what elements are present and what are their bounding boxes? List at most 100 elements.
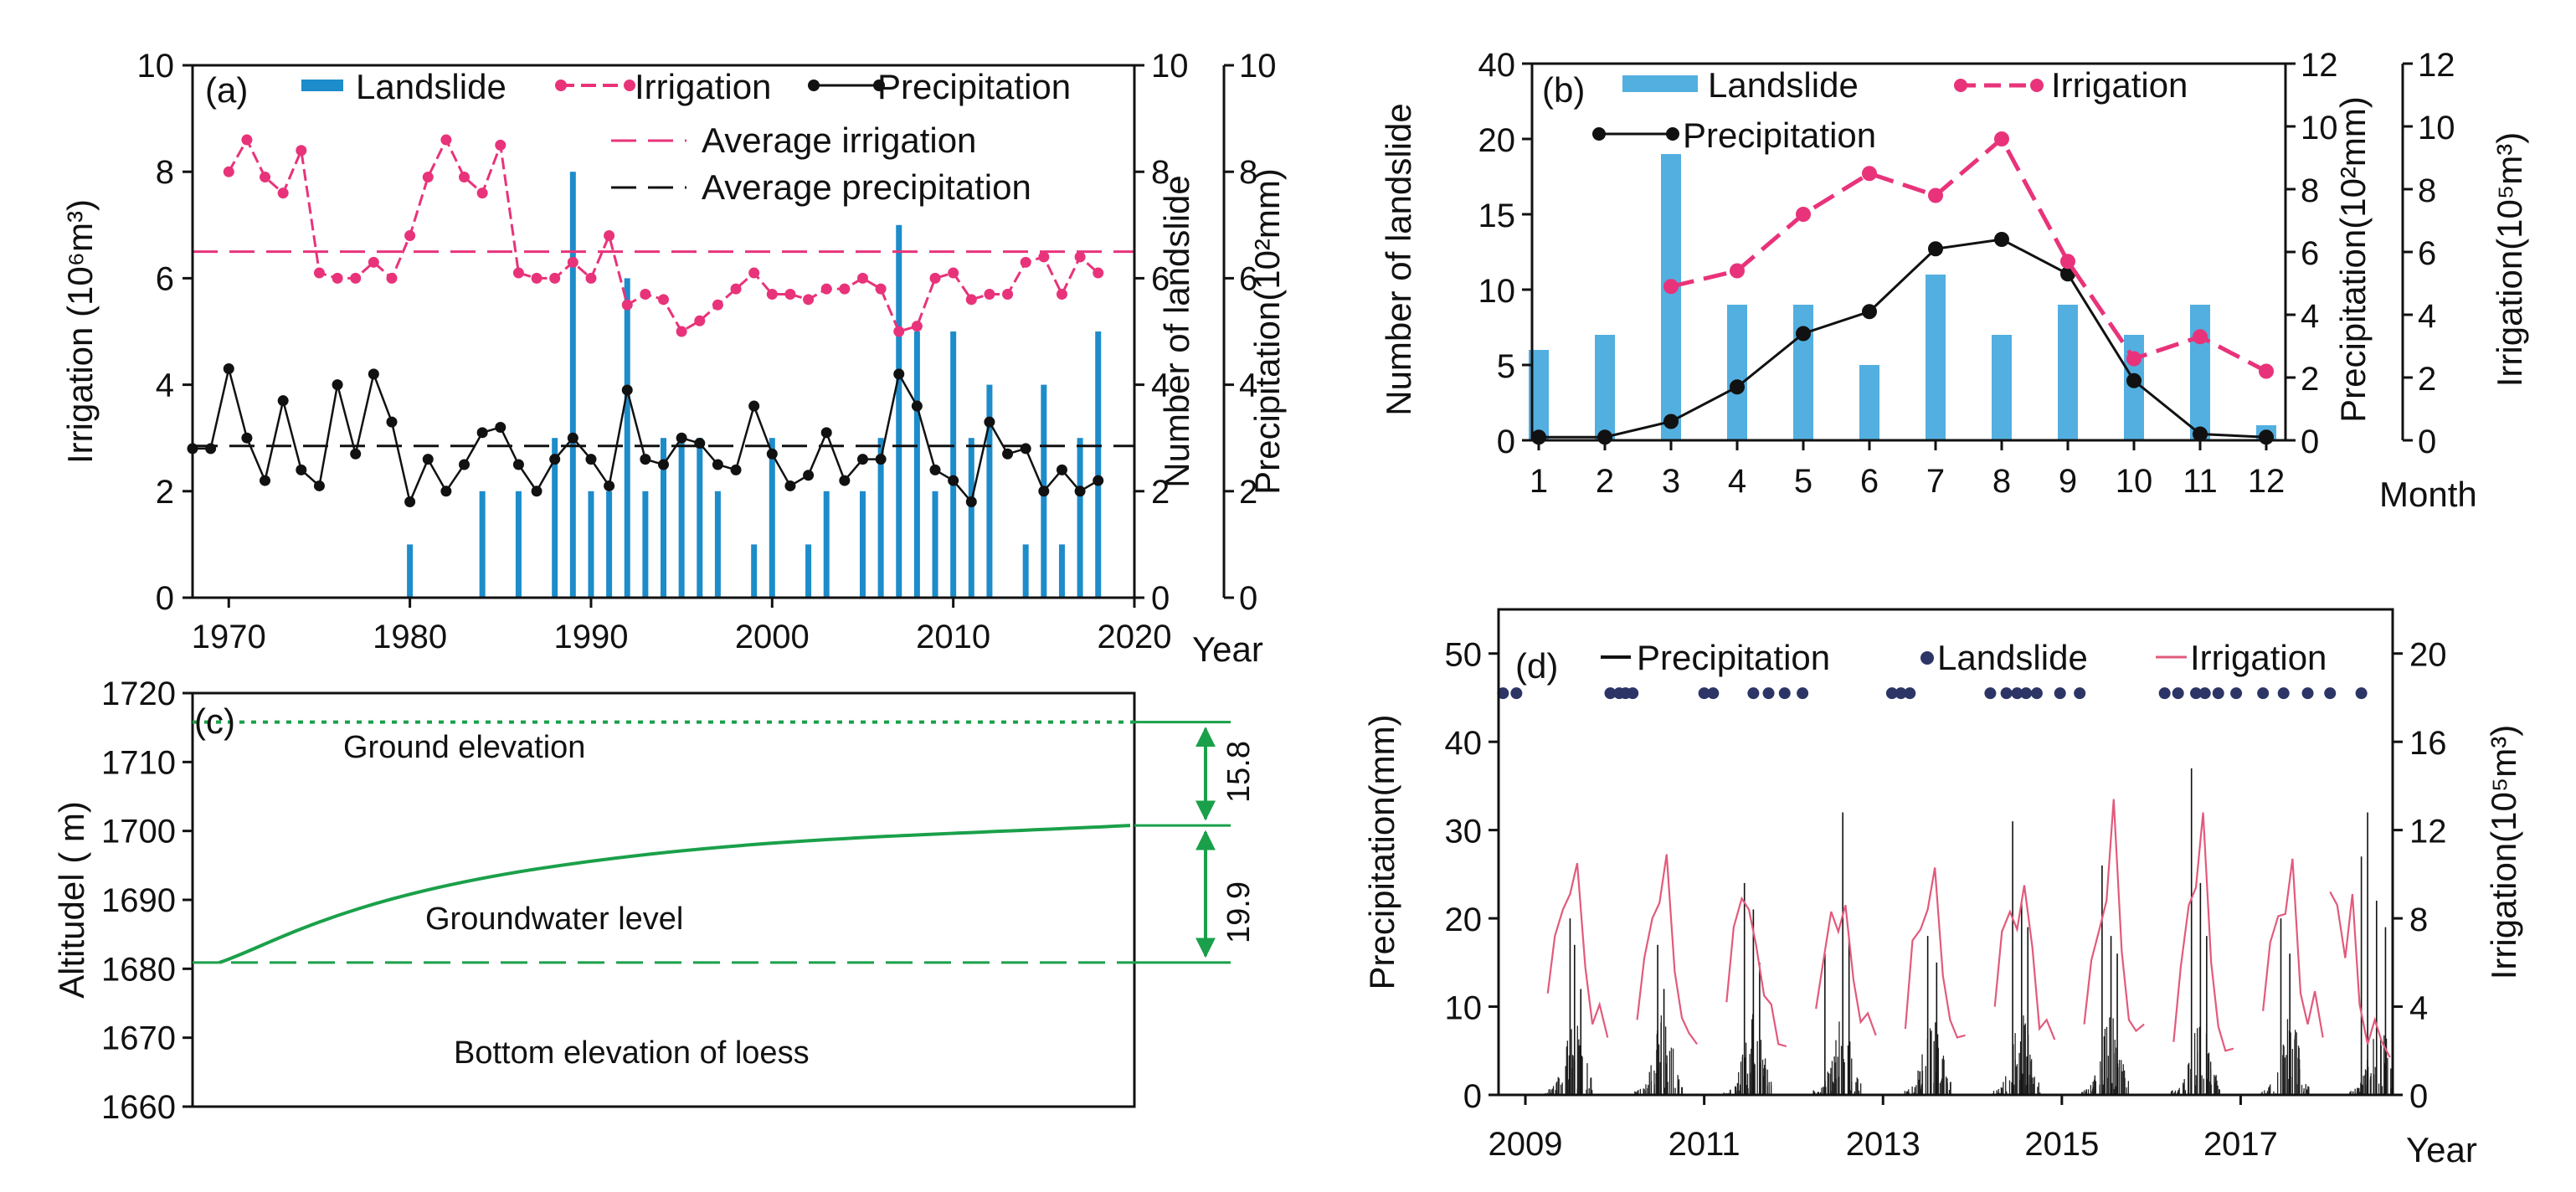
- b-ytick-right2-label-4: 4: [2418, 298, 2436, 335]
- panel-c-ticks: 1660 1670 1680 1690 1700 1710 1720: [101, 676, 193, 1126]
- panel-d-frame: [1497, 608, 2394, 1097]
- legend-b-irrigation-marker-2: [2030, 79, 2044, 92]
- b-irrigation-point-8: [1994, 131, 2009, 146]
- precipitation-point-1991: [604, 480, 615, 491]
- landslide-dot-8: [1747, 687, 1760, 700]
- irrigation-point-2008: [911, 321, 923, 332]
- landslide-bar-1995: [678, 438, 685, 598]
- landslide-bar-2006: [877, 438, 884, 598]
- legend-average-irrigation-label: Average irrigation: [702, 121, 976, 160]
- c-ytick-label-1680: 1680: [101, 951, 176, 988]
- precipitation-point-1979: [386, 416, 398, 428]
- landslide-dot-18: [2020, 687, 2033, 700]
- irrigation-point-2018: [1093, 267, 1104, 279]
- irrigation-point-1974: [296, 145, 307, 157]
- legend-landslide-label: Landslide: [356, 67, 506, 106]
- irrigation-point-1971: [241, 134, 253, 146]
- landslide-dot-24: [2190, 687, 2203, 700]
- landslide-bar-1999: [751, 544, 758, 598]
- panel-b-ylabel-right2: Irrigation(10⁵m³): [2490, 132, 2529, 387]
- landslide-dot-11: [1797, 687, 1809, 700]
- irrigation-point-2005: [856, 272, 868, 284]
- b-precipitation-point-10: [2126, 372, 2142, 388]
- irrigation-point-1998: [730, 283, 742, 295]
- a-xtick-label-2020: 2020: [1098, 619, 1172, 655]
- panel-a-average-lines: [193, 250, 1134, 448]
- b-xtick-label-9: 9: [2059, 463, 2077, 500]
- b-landslide-bar-3: [1661, 154, 1681, 440]
- panel-b-xlabel: Month: [2379, 475, 2477, 514]
- panel-d-legend: Precipitation Landslide Irrigation: [1601, 638, 2327, 677]
- panel-d: 2009 2011 2013 2015 201701020304050048121620…: [1362, 608, 2523, 1169]
- b-irrigation-point-7: [1928, 188, 1943, 203]
- precipitation-point-1989: [567, 432, 578, 444]
- precipitation-point-1981: [422, 454, 434, 465]
- legend-b-irrigation-marker-1: [1954, 79, 1967, 92]
- legend-landslide-swatch: [301, 80, 343, 91]
- irrigation-season-7: [2172, 812, 2234, 1052]
- panel-d-precipitation-spikes: [1545, 768, 2393, 1095]
- a-ytick-right2-label-2: 2: [1239, 474, 1257, 511]
- landslide-dot-31: [2324, 687, 2337, 700]
- b-ytick-left-label-10: 10: [1478, 273, 1516, 310]
- panel-b-landslide-bars: [1529, 154, 2276, 440]
- panel-c-label: (c): [194, 701, 235, 741]
- b-ytick-right1-label-6: 6: [2301, 235, 2319, 272]
- irrigation-season-4: [1904, 867, 1966, 1039]
- irrigation-point-1970: [223, 166, 234, 177]
- precipitation-point-2007: [893, 368, 905, 380]
- b-landslide-bar-2: [1595, 335, 1615, 440]
- d-ytick-left-label-10: 10: [1445, 990, 1483, 1027]
- legend-b-irrigation-label: Irrigation: [2051, 65, 2188, 105]
- precipitation-point-1990: [585, 454, 597, 465]
- precipitation-point-1985: [495, 421, 506, 433]
- d-ytick-right-label-0: 0: [2409, 1078, 2428, 1115]
- precipitation-point-2006: [875, 454, 887, 465]
- precipitation-point-1977: [350, 448, 362, 460]
- landslide-bar-2003: [823, 491, 830, 598]
- b-irrigation-point-9: [2060, 254, 2075, 270]
- panel-a-legend: Landslide Irrigation Precipitation Avera…: [301, 67, 1071, 207]
- b-ytick-right1-label-4: 4: [2301, 298, 2319, 335]
- c-ytick-label-1720: 1720: [101, 676, 176, 712]
- b-ytick-right2-label-12: 12: [2418, 47, 2455, 84]
- precipitation-point-2016: [1056, 464, 1067, 475]
- irrigation-season-1: [1636, 854, 1698, 1046]
- legend-precipitation-marker-1: [808, 80, 820, 91]
- irrigation-point-1984: [476, 188, 488, 199]
- precipitation-point-2018: [1093, 475, 1104, 486]
- panel-a: 1970 1980 1990 2000 2010 20200246810024681002…: [60, 48, 1287, 669]
- panel-a-irrigation-series: [223, 134, 1104, 337]
- precipitation-point-2005: [856, 454, 868, 465]
- b-landslide-bar-9: [2058, 305, 2078, 440]
- d-ytick-right-label-20: 20: [2409, 637, 2447, 674]
- irrigation-season-8: [2262, 858, 2324, 1038]
- irrigation-point-1997: [712, 299, 723, 311]
- b-ytick-left-label-0: 0: [1497, 424, 1515, 460]
- landslide-dot-12: [1885, 687, 1898, 700]
- precipitation-point-1996: [694, 438, 706, 450]
- a-ytick-right1-label-6: 6: [1151, 260, 1170, 297]
- b-ytick-left-label-40: 40: [1478, 47, 1516, 84]
- irrigation-point-2002: [803, 294, 815, 306]
- legend-precipitation-label: Precipitation: [877, 67, 1071, 106]
- a-ytick-left-label-0: 0: [156, 580, 174, 617]
- panel-d-ylabel-left: Precipitation(mm): [1362, 714, 1401, 989]
- panel-a-xlabel: Year: [1192, 629, 1263, 669]
- panel-a-precipitation-series: [187, 363, 1104, 508]
- b-landslide-bar-4: [1727, 305, 1747, 440]
- precipitation-point-1972: [260, 475, 271, 486]
- irrigation-point-1977: [350, 272, 362, 284]
- panel-d-xlabel: Year: [2406, 1130, 2477, 1169]
- precipitation-point-1995: [676, 432, 687, 444]
- landslide-dot-2: [1604, 687, 1617, 700]
- landslide-dot-26: [2212, 687, 2224, 700]
- precipitation-point-1997: [712, 459, 723, 470]
- irrigation-point-1999: [748, 267, 760, 279]
- panel-b-irrigation-series: [1663, 131, 2274, 379]
- precipitation-point-1973: [277, 395, 289, 407]
- b-irrigation-point-6: [1862, 166, 1877, 182]
- c-ytick-label-1710: 1710: [101, 744, 176, 781]
- precipitation-point-2002: [803, 470, 815, 481]
- landslide-bar-2016: [1058, 544, 1065, 598]
